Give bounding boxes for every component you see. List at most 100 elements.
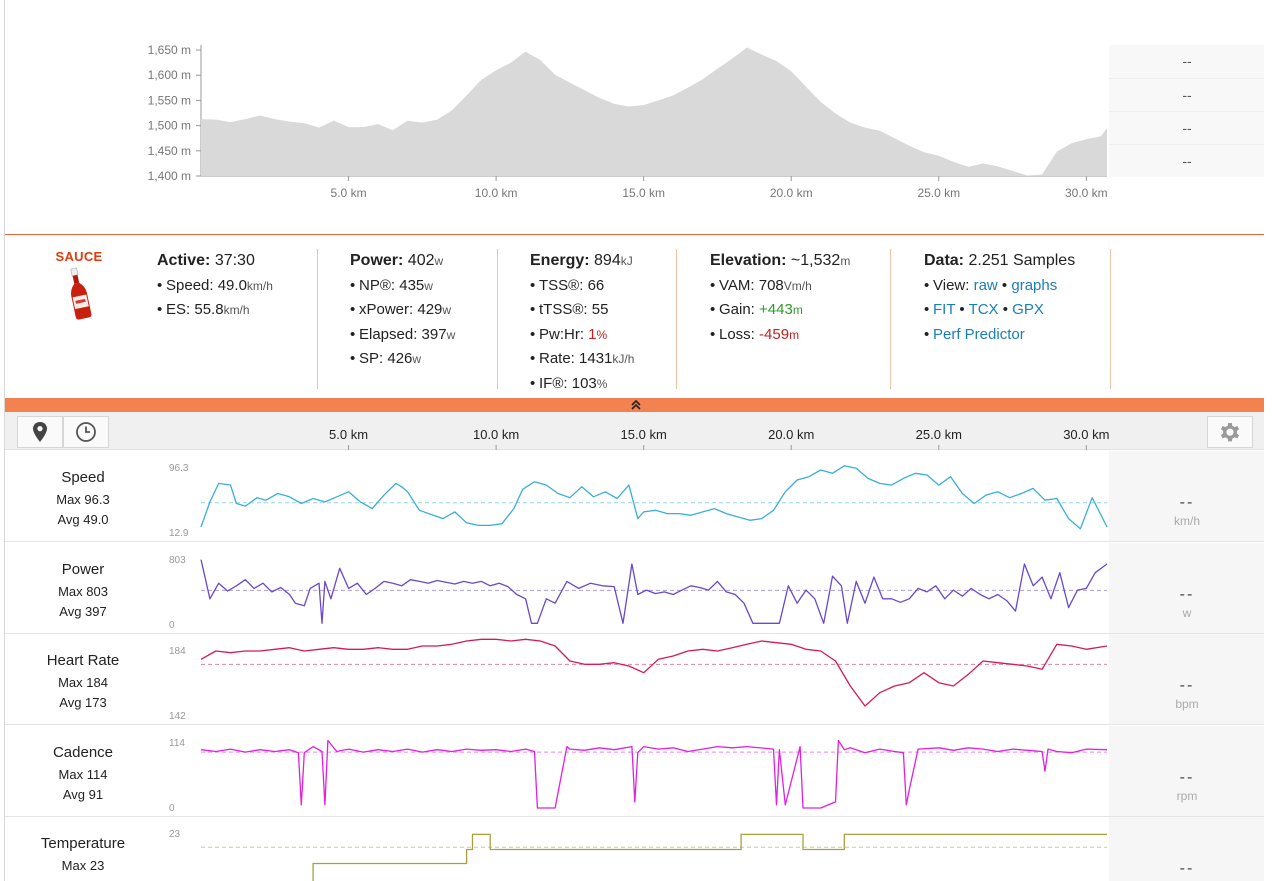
graph-series-line [200, 559, 1108, 624]
gear-icon [1220, 423, 1240, 442]
graph-top-value: 184 [169, 646, 186, 657]
raw-link[interactable]: raw [973, 276, 998, 294]
stat-energy: Energy: 894kJ [530, 252, 633, 269]
graph-series-line [200, 739, 1108, 809]
stat-es: • ES: 55.8km/h [157, 301, 250, 318]
graph-top-value: 23 [169, 829, 181, 840]
graph-toolbar: 5.0 km 10.0 km 15.0 km 20.0 km 25.0 km 30.0 k… [5, 412, 1264, 450]
elevation-y-tick-label: 1,650 m [148, 43, 191, 57]
stat-view: • View: raw • graphs [924, 276, 1058, 294]
toolbar-x-tick-label: 25.0 km [916, 427, 962, 442]
graph-bottom-value: 12.9 [169, 528, 189, 539]
elevation-x-tick-label: 10.0 km [475, 186, 518, 200]
elevation-x-tick-label: 30.0 km [1065, 186, 1108, 200]
stat-loss: • Loss: -459m [710, 325, 800, 343]
gpx-link[interactable]: GPX [1012, 301, 1044, 318]
map-pin-icon [33, 422, 47, 442]
elevation-y-tick-label: 1,500 m [148, 119, 191, 133]
elevation-x-tick-label: 25.0 km [917, 186, 960, 200]
stats-separator [890, 249, 891, 389]
stats-data-group: Data: 2.251 Samples • View: raw • graphs … [924, 249, 1075, 347]
toolbar-x-tick-label: 30.0 km [1063, 427, 1109, 442]
logo-text: SAUCE [55, 249, 103, 264]
stat-sp: • SP: 426w [350, 350, 422, 367]
toolbar-x-tick-label: 10.0 km [473, 427, 519, 442]
power-label: Power Max 803 Avg 397 [58, 561, 108, 619]
app-root: 1,650 m 1,600 m 1,550 m 1,500 m 1,450 m 1,400… [4, 0, 1264, 881]
temperature-current: -- [1109, 817, 1264, 881]
elevation-x-tick-label: 5.0 km [331, 186, 367, 200]
elevation-y-tick-label: 1,400 m [148, 169, 191, 183]
heart-rate-current: -- bpm [1109, 634, 1264, 724]
fit-link[interactable]: FIT [933, 301, 956, 318]
graph-top-value: 114 [169, 738, 185, 749]
stats-separator [317, 249, 318, 389]
elevation-side-value: -- [1109, 78, 1264, 111]
cadence-current: -- rpm [1109, 726, 1264, 816]
temperature-row: Temperature Max 23 23 -- [5, 817, 1264, 881]
stat-elapsed: • Elapsed: 397w [350, 325, 456, 343]
heart-rate-graph[interactable]: 184 142 [161, 634, 1109, 724]
stat-gain: • Gain: +443m [710, 301, 803, 318]
elevation-side-value: -- [1109, 45, 1264, 78]
stat-np: • NP®: 435w [350, 276, 433, 294]
elevation-x-tick-label: 20.0 km [770, 186, 813, 200]
panel-divider[interactable] [5, 398, 1264, 412]
stat-tss: • TSS®: 66 [530, 276, 605, 294]
stat-pwhr: • Pw:Hr: 1% [530, 325, 608, 343]
graph-background [165, 451, 1109, 541]
tcx-link[interactable]: TCX [968, 301, 999, 318]
cadence-label: Cadence Max 114 Avg 91 [52, 744, 114, 802]
elevation-y-tick-label: 1,550 m [148, 93, 191, 107]
elevation-x-tick-label: 15.0 km [622, 186, 665, 200]
heart-rate-row: Heart Rate Max 184 Avg 173 184 142 -- bpm [5, 634, 1264, 725]
speed-graph[interactable]: 96.3 12.9 [161, 451, 1109, 541]
stat-data: Data: 2.251 Samples [924, 252, 1076, 269]
stat-vam: • VAM: 708Vm/h [710, 276, 812, 294]
cadence-row: Cadence Max 114 Avg 91 114 0 -- rpm [5, 726, 1264, 817]
graph-top-value: 803 [169, 555, 186, 566]
stats-separator [1110, 249, 1111, 389]
speed-label: Speed Max 96.3 Avg 49.0 [56, 469, 110, 527]
stats-elevation-group: Elevation: ~1,532m • VAM: 708Vm/h • Gain: … [710, 249, 850, 347]
time-view-button[interactable] [63, 416, 109, 448]
graph-bottom-value: 142 [169, 711, 186, 722]
clock-icon [76, 422, 96, 442]
settings-button[interactable] [1207, 416, 1253, 448]
speed-current: -- km/h [1109, 451, 1264, 541]
distance-axis: 5.0 km 10.0 km 15.0 km 20.0 km 25.0 km 30.0 k… [329, 427, 1109, 450]
map-view-button[interactable] [17, 416, 63, 448]
stats-separator [497, 249, 498, 389]
stat-speed: • Speed: 49.0km/h [157, 276, 273, 294]
graph-series-line [312, 833, 1107, 881]
power-current: -- w [1109, 543, 1264, 633]
elevation-side-values: -- -- -- -- [1109, 45, 1264, 177]
chevron-double-up-icon[interactable] [631, 398, 641, 412]
graphs-link[interactable]: graphs [1011, 276, 1058, 294]
temperature-label: Temperature Max 23 [40, 835, 126, 873]
sauce-bottle-icon [70, 267, 92, 320]
stats-energy-group: Energy: 894kJ • TSS®: 66 • tTSS®: 55 • Pw:H… [530, 249, 634, 396]
graph-bottom-value: 0 [169, 620, 175, 631]
elevation-side-value: -- [1109, 111, 1264, 144]
temperature-graph[interactable]: 23 [161, 817, 1109, 881]
heart-rate-label: Heart Rate Max 184 Avg 173 [46, 652, 120, 710]
stat-ttss: • tTSS®: 55 [530, 301, 609, 318]
stats-separator [676, 249, 677, 389]
stats-power-group: Power: 402w • NP®: 435w • xPower: 429w • El… [350, 249, 455, 372]
stats-bar: SAUCE Active: 37:30 • Speed: 49.0km/h • ES… [5, 234, 1264, 398]
power-graph[interactable]: 803 0 [161, 543, 1109, 633]
perf-predictor-link[interactable]: Perf Predictor [933, 325, 1025, 343]
stat-active: Active: 37:30 [157, 252, 255, 269]
cadence-graph[interactable]: 114 0 [161, 726, 1109, 816]
speed-row: Speed Max 96.3 Avg 49.0 96.3 12.9 -- km/h [5, 451, 1264, 542]
stat-perf: • Perf Predictor [924, 325, 1025, 343]
toolbar-x-tick-label: 5.0 km [329, 427, 368, 442]
elevation-chart[interactable]: 1,650 m 1,600 m 1,550 m 1,500 m 1,450 m 1,400… [5, 0, 1264, 234]
sauce-logo: SAUCE [53, 249, 105, 329]
graph-background [165, 634, 1109, 724]
stat-rate: • Rate: 1431kJ/h [530, 350, 635, 367]
stat-xpower: • xPower: 429w [350, 301, 452, 318]
elevation-area [201, 47, 1107, 176]
graph-series-line [200, 465, 1108, 530]
